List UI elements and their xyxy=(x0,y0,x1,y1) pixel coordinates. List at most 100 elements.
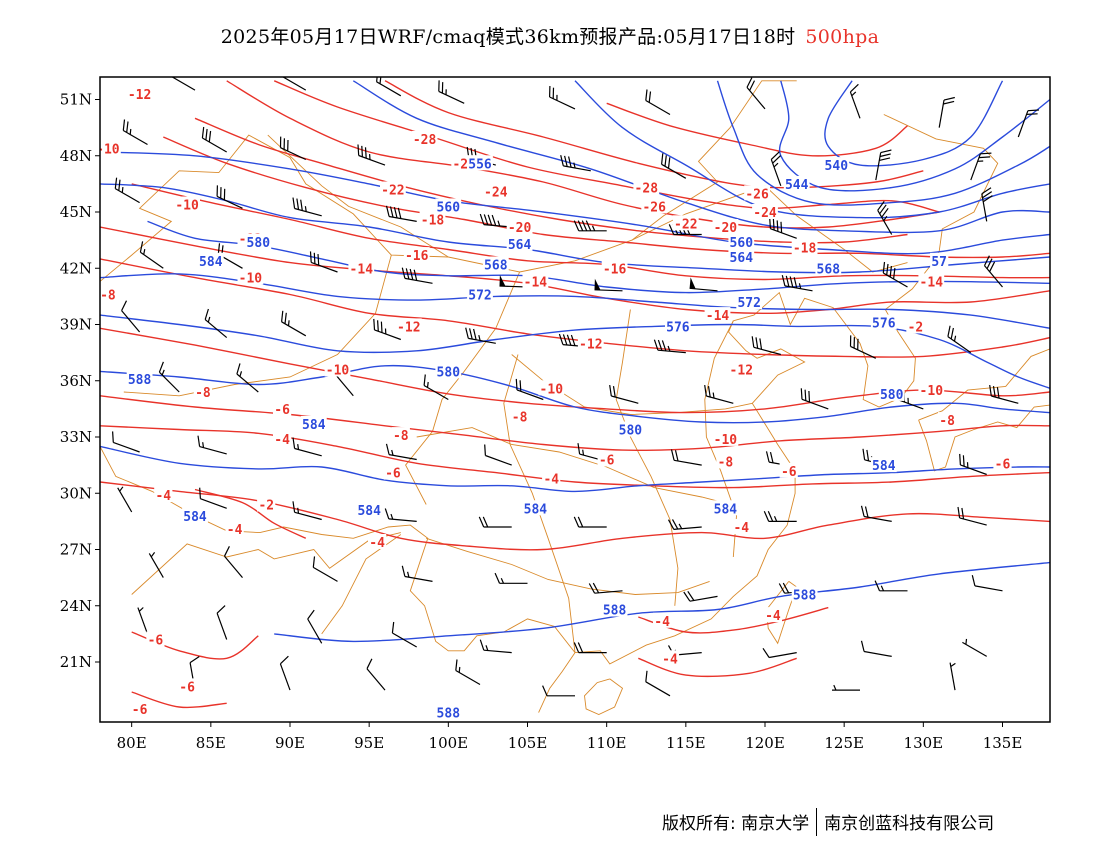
wind-barb xyxy=(877,201,893,235)
wind-barb xyxy=(875,149,892,181)
wind-barb xyxy=(279,655,291,691)
temperature-contour-label: -16 xyxy=(405,249,429,264)
wind-barb-feather xyxy=(653,339,659,351)
wind-barb xyxy=(689,277,718,292)
height-contour-label-bg xyxy=(665,318,691,334)
height-contour-layer xyxy=(100,80,1050,643)
wind-barb-feather xyxy=(862,448,866,460)
wind-barb-staff xyxy=(645,681,671,697)
boundary-line xyxy=(538,652,576,713)
temperature-contour-label: -4 xyxy=(369,536,385,551)
wind-barb-feather xyxy=(426,381,429,388)
wind-barb-feather xyxy=(385,205,390,217)
boundary-line xyxy=(131,532,401,595)
wind-barb-feather xyxy=(609,385,612,397)
temperature-contour-label: -14 xyxy=(706,309,730,324)
wind-barb-feather xyxy=(582,449,585,456)
wind-barb-staff xyxy=(938,99,945,128)
wind-barb xyxy=(542,685,575,697)
wind-barb-feather xyxy=(373,318,376,330)
wind-barb-feather xyxy=(393,207,398,219)
height-contour-label: 580 xyxy=(619,424,643,439)
wind-barb-feather xyxy=(849,83,859,93)
temperature-contour-label: -4 xyxy=(733,521,749,536)
wind-barb-staff xyxy=(334,373,354,397)
wind-barb-staff xyxy=(280,147,307,161)
temperature-contour-label-bg xyxy=(482,183,509,199)
height-contour-label: 560 xyxy=(437,200,461,215)
wind-barb xyxy=(465,327,496,344)
wind-barb xyxy=(770,151,782,187)
height-contour xyxy=(100,445,1050,493)
temperature-contour-label-bg xyxy=(411,130,438,146)
temperature-contour-label-bg xyxy=(918,273,945,289)
wind-barb xyxy=(938,96,955,128)
x-axis-tick-label: 125E xyxy=(824,734,864,752)
wind-barb xyxy=(645,670,671,697)
temperature-contour-label-bg xyxy=(100,140,121,156)
wind-barb-feather xyxy=(667,519,675,530)
temperature-contour-label-bg xyxy=(660,650,680,666)
wind-barb-feather xyxy=(573,642,580,653)
wind-barb-feather xyxy=(397,207,402,219)
wind-barb-staff xyxy=(673,526,702,530)
temperature-contour-label: -2 xyxy=(258,499,274,514)
footer-separator xyxy=(816,808,818,836)
height-contour-label: 584 xyxy=(714,502,738,517)
temperature-contour-label-bg xyxy=(100,286,117,302)
temperature-contour-label: -10 xyxy=(239,272,263,287)
wind-barb-feather xyxy=(573,220,580,232)
boundary-line xyxy=(426,537,710,595)
wind-barb-feather xyxy=(772,218,775,231)
y-axis-tick-label: 33N xyxy=(60,428,92,446)
wind-barb-staff xyxy=(970,153,981,181)
height-contour-label: 556 xyxy=(468,157,492,172)
wind-barb xyxy=(683,590,718,602)
height-contour-label: 580 xyxy=(437,365,461,380)
wind-barb-feather xyxy=(542,685,548,697)
height-contour-label-bg xyxy=(435,363,462,379)
wind-barb-feather xyxy=(961,507,965,519)
wind-barb-staff xyxy=(121,310,141,333)
temperature-contour-label: -6 xyxy=(132,703,148,718)
wind-barb-feather xyxy=(751,336,755,348)
wind-barb-feather xyxy=(366,658,373,669)
temperature-contour-label: -14 xyxy=(920,275,944,290)
temperature-contour-label: -28 xyxy=(413,133,437,148)
wind-barb xyxy=(148,552,164,578)
wind-barb-feather xyxy=(577,220,584,232)
temperature-contour-label-bg xyxy=(728,361,755,377)
wind-barb-feather xyxy=(500,577,505,584)
wind-barb-feather xyxy=(391,621,395,634)
temperature-contour-label-bg xyxy=(237,269,264,285)
y-axis-tick-label: 27N xyxy=(60,541,92,559)
plot-frame xyxy=(99,76,1051,723)
height-contour-label-bg xyxy=(617,421,644,437)
wind-barb-staff xyxy=(863,650,892,657)
wind-barb xyxy=(376,77,402,97)
wind-barb xyxy=(438,80,465,104)
x-axis-tick-label: 105E xyxy=(508,734,548,752)
wind-barb-staff xyxy=(611,395,639,404)
wind-barb-staff xyxy=(199,446,227,455)
wind-barb-feather xyxy=(950,327,954,340)
height-contour-label-bg xyxy=(736,294,763,309)
wind-barb-staff xyxy=(438,90,465,104)
temperature-contour-label-bg xyxy=(641,198,668,214)
temperature-contour xyxy=(194,488,307,539)
wind-barb xyxy=(515,378,544,401)
height-contour xyxy=(778,80,1050,192)
wind-barb-feather xyxy=(284,312,287,324)
wind-barb-staff xyxy=(374,329,402,341)
wind-barb-feather xyxy=(519,380,522,392)
temperature-contour-label: -6 xyxy=(148,634,164,649)
temperature-contour-label-bg xyxy=(779,462,798,478)
temperature-contour-label-bg xyxy=(380,181,406,197)
temperature-contour xyxy=(100,425,1050,489)
wind-barb-feather xyxy=(357,144,360,156)
temperature-contour-label: -12 xyxy=(128,88,151,103)
temperature-contour-label-bg xyxy=(744,185,770,201)
wind-barb-feather xyxy=(585,220,592,232)
wind-barb xyxy=(860,505,892,522)
